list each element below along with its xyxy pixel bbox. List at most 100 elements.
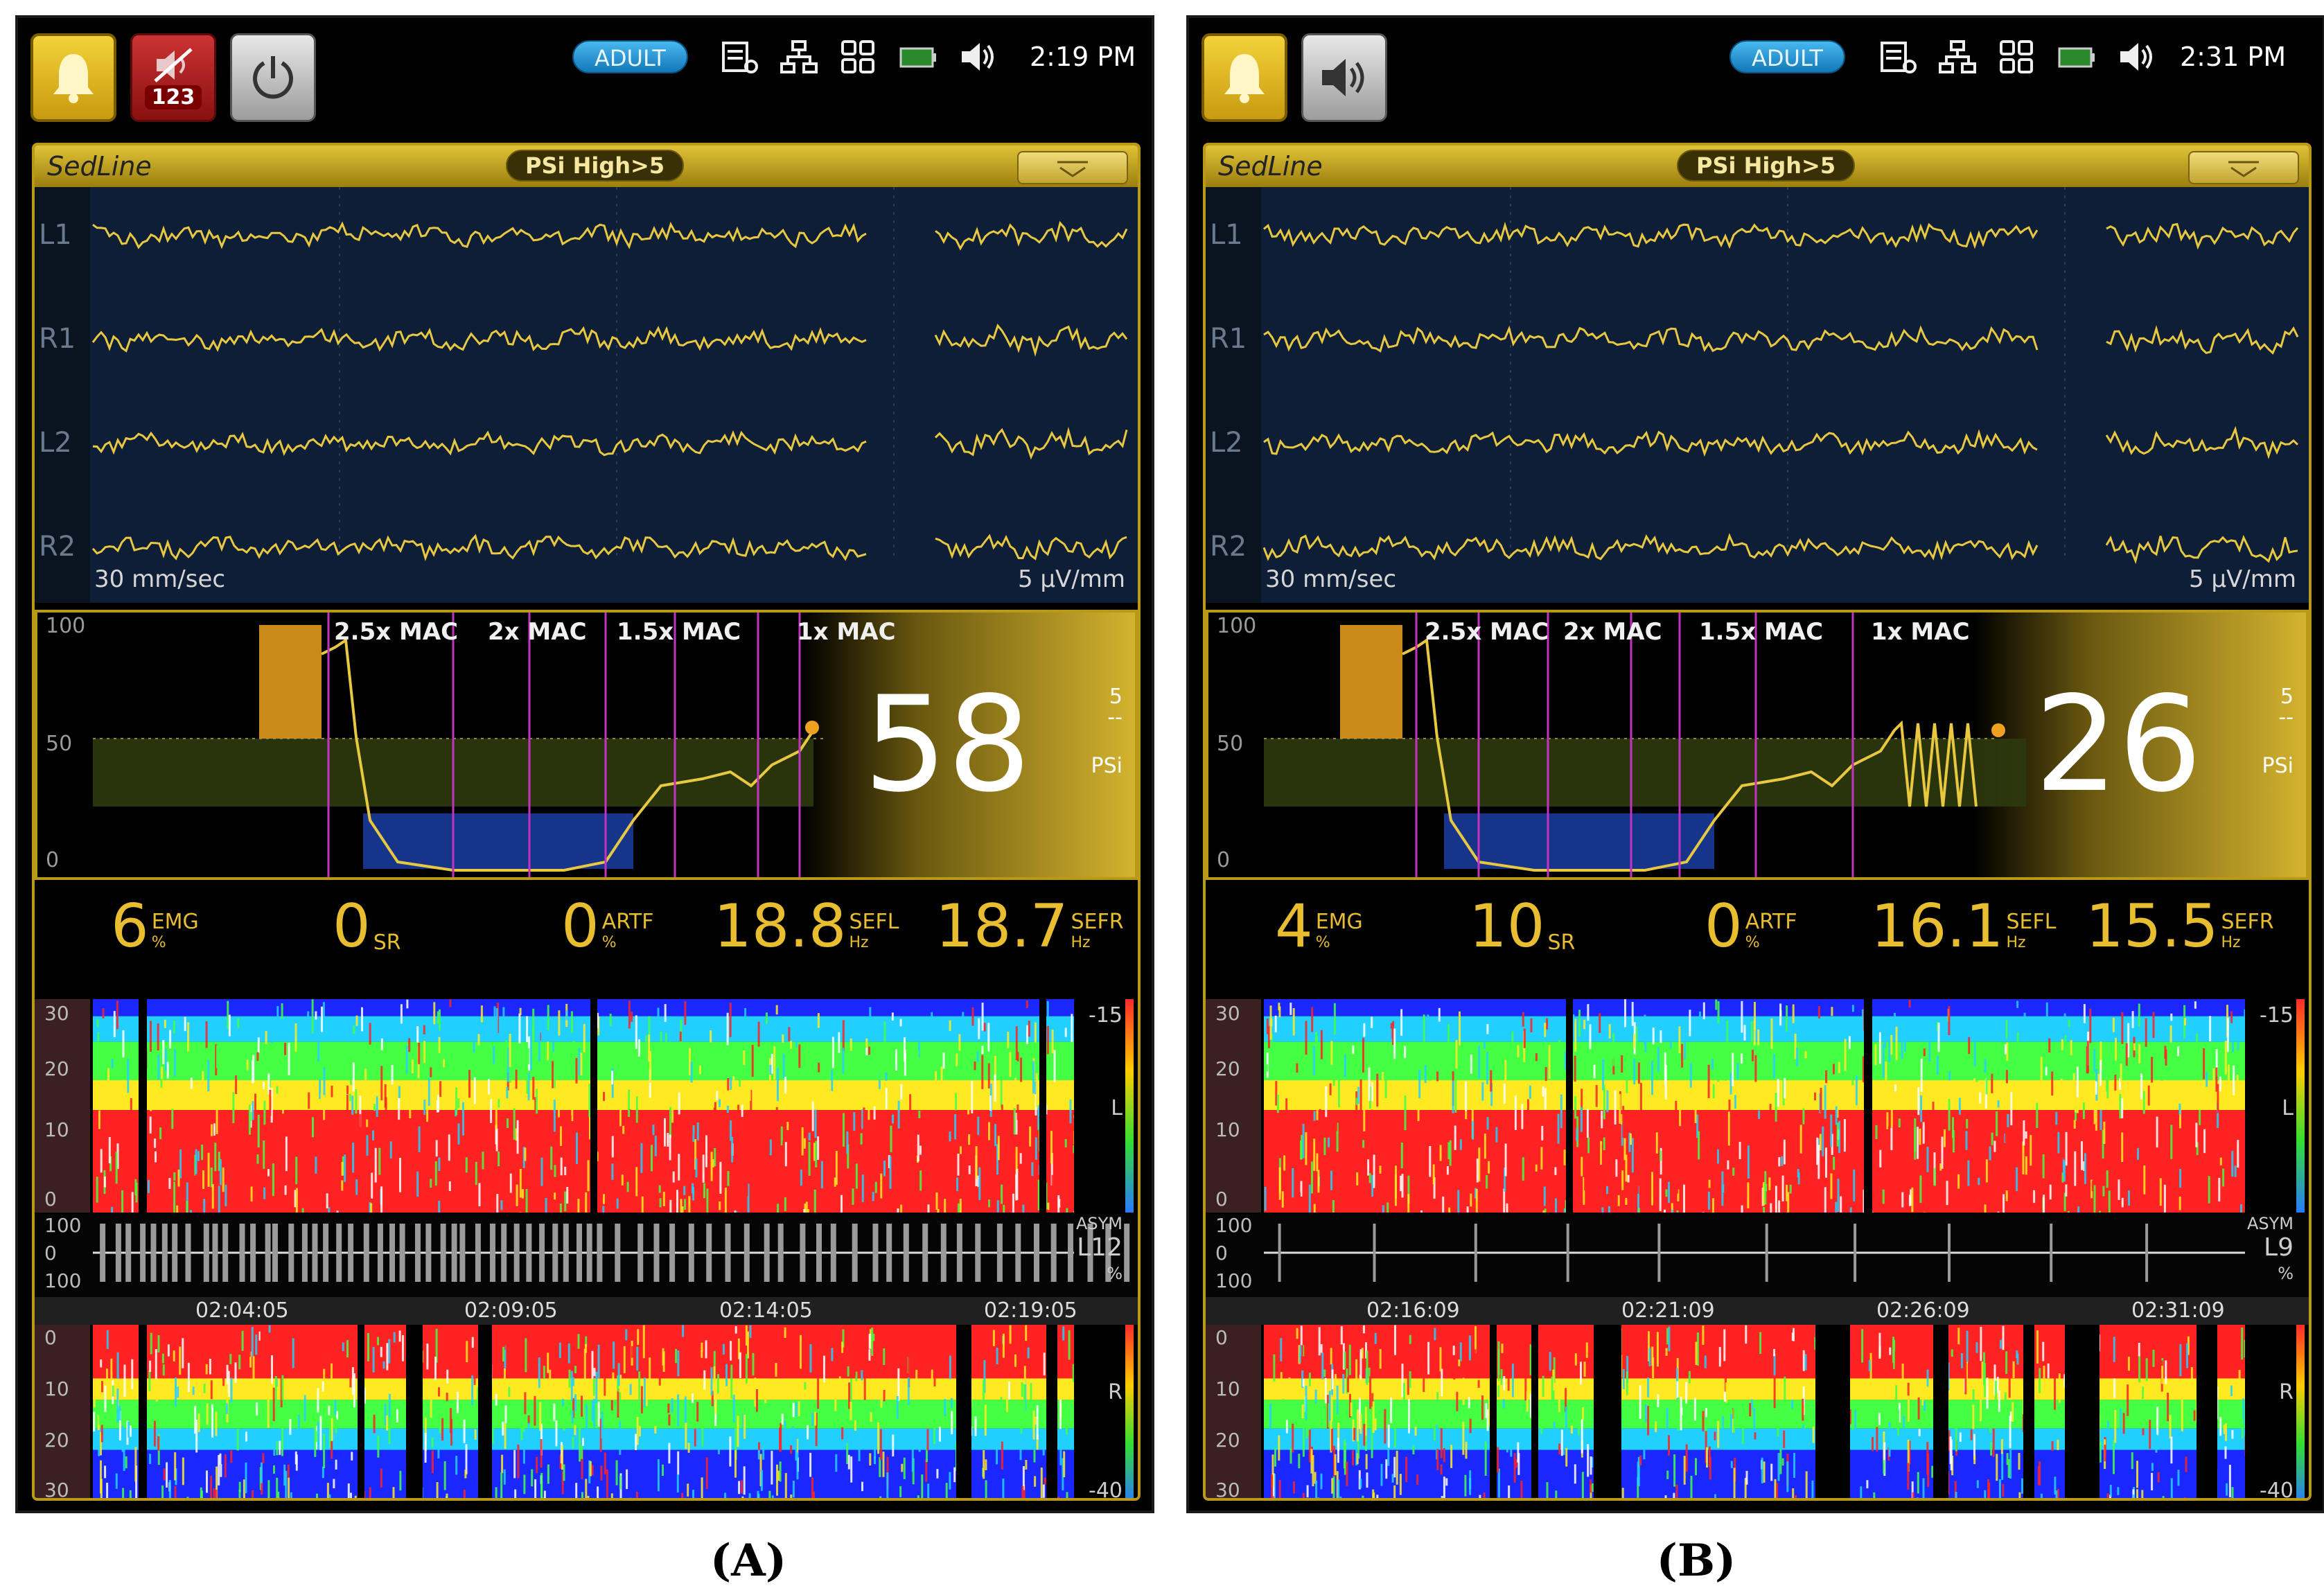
mac-label-1-5x: 1.5x MAC [617,618,741,646]
audio-button[interactable] [1301,33,1387,122]
timestamp-3: 02:19:05 [984,1298,1077,1323]
asymmetry-strip: 100 0 100 ASYM L9 % [1206,1214,2309,1297]
eeg-trace-tail-0 [2106,222,2299,250]
param-artf[interactable]: 0 ARTF% [1705,892,1797,961]
asym-bar-58 [922,1224,928,1282]
asym-bar-15 [288,1224,294,1282]
patient-mode-badge[interactable]: ADULT [1729,40,1845,73]
param-emg[interactable]: 6 EMG% [111,892,199,961]
dsa-left[interactable]: 30 20 10 0 -15 L [1206,999,2309,1213]
asym-bar-54 [852,1224,858,1282]
menu-icon[interactable] [1878,39,1918,75]
dsa-right[interactable]: 0 10 20 30 R -40 [35,1325,1138,1498]
asym-bar-5 [161,1224,168,1282]
alarm-limit-badge[interactable]: PSi High>5 [506,150,685,182]
asym-bar-27 [440,1224,446,1282]
brand-label: SedLine [47,151,152,182]
asym-bar-14 [272,1224,278,1282]
speaker-icon [1322,59,1364,96]
asym-bar-21 [363,1224,369,1282]
dsa-gap-4 [1933,1325,1948,1498]
collapse-button[interactable] [2188,151,2299,184]
asym-bar-12 [250,1224,256,1282]
volume-icon[interactable] [2116,39,2156,75]
brand-label: SedLine [1218,151,1323,182]
power-button[interactable] [230,33,316,122]
asym-bar-40 [597,1224,603,1282]
dsa-band-3 [93,1080,1074,1111]
network-icon[interactable] [1937,39,1978,75]
timestamp-0: 02:16:09 [1366,1298,1460,1323]
eeg-trace-0 [92,221,867,249]
grid-icon[interactable] [838,39,879,75]
patient-mode-badge[interactable]: ADULT [572,40,688,73]
param-sefr[interactable]: 15.5 SEFR Hz [2086,892,2274,961]
psi-current-point [1991,723,2005,737]
asym-axis-bottom: 100 [1215,1269,1253,1292]
dsa-right[interactable]: 0 10 20 30 R -40 [1206,1325,2309,1501]
alarm-button[interactable] [1201,33,1287,122]
asym-bar-64 [1034,1224,1039,1282]
dsa-left-axis-20: 20 [1215,1057,1240,1080]
dsa-left-axis-bg [1206,999,1261,1213]
collapse-button[interactable] [1017,151,1128,184]
dsa-left-spectrogram [93,999,1138,1213]
eeg-trace-2 [92,430,867,457]
dsa-color-scale-r [2296,1325,2305,1498]
dsa-band-0 [93,999,1074,1016]
alarm-button[interactable] [30,33,116,122]
param-sefr[interactable]: 18.7 SEFR Hz [935,892,1124,961]
asym-bar-55 [872,1224,879,1282]
timestamp-2: 02:26:09 [1876,1298,1970,1323]
eeg-channel-l2: L2 [39,427,72,459]
asym-value: L12 [1077,1233,1123,1262]
param-artf[interactable]: 0 ARTF% [561,892,654,961]
asym-bar-2 [125,1224,132,1282]
psi-trend[interactable]: 100 50 0 2.5x MAC 2x MAC 1.5x MAC 1x MAC… [1206,610,2309,880]
param-sefl[interactable]: 16.1 SEFL Hz [1871,892,2057,961]
asym-bar-18 [323,1224,329,1282]
menu-icon[interactable] [719,39,759,75]
asym-bar-38 [576,1224,582,1282]
asym-bar-47 [725,1224,731,1282]
psi-alarm-low: -- [2278,705,2294,730]
asym-bar-9 [212,1224,218,1282]
param-sefl[interactable]: 18.8 SEFL Hz [714,892,899,961]
grid-icon[interactable] [1997,39,2037,75]
dsa-left[interactable]: 30 20 10 0 -15 L [35,999,1138,1213]
volume-icon[interactable] [958,39,998,75]
asym-bar-8 [203,1224,209,1282]
audio-pause-button[interactable]: 123 [130,33,216,122]
asym-bar-30 [475,1224,481,1282]
sedline-panel: SedLine PSi High>5 L1 R1 L2 R2 30 mm/sec… [1203,143,2312,1501]
timestamp-3: 02:31:09 [2131,1298,2225,1323]
asym-bar-48 [743,1224,750,1282]
asym-bar-25 [415,1224,421,1282]
network-icon[interactable] [779,39,819,75]
asym-bar-5 [1765,1224,1768,1282]
trend-axis-0: 0 [46,848,60,872]
param-sr[interactable]: 0 SR [333,892,401,961]
asym-bar-65 [1050,1224,1057,1282]
asym-bar-37 [563,1224,569,1282]
asym-axis-mid: 0 [44,1242,57,1264]
dsa-side-r: R [1108,1380,1123,1404]
asym-bar-67 [1087,1224,1093,1282]
sedline-panel: SedLine PSi High>5 L1 R1 L2 R2 30 mm/sec… [32,143,1141,1501]
dsa-right-axis-20: 20 [44,1429,69,1452]
asym-bar-22 [377,1224,383,1282]
dsa-band-4 [1264,1110,2245,1213]
dsa-right-spectrogram [93,1325,1138,1498]
asym-bar-7 [185,1224,191,1282]
psi-trend[interactable]: 100 50 0 2.5x MAC 2x MAC 1.5x MAC 1x MAC… [35,610,1138,880]
param-emg[interactable]: 4 EMG% [1275,892,1363,961]
eeg-channel-r2: R2 [1210,531,1247,563]
dsa-right-axis-10: 10 [1215,1377,1240,1400]
alarm-limit-badge[interactable]: PSi High>5 [1677,150,1856,182]
psi-value-background [1973,613,2306,877]
mac-label-1x: 1x MAC [797,618,896,646]
eeg-trace-tail-3 [935,534,1127,561]
param-sr[interactable]: 10 SR [1469,892,1576,961]
dsa-scale-bottom: -40 [2260,1479,2294,1501]
dsa-gap-4 [956,1325,971,1498]
